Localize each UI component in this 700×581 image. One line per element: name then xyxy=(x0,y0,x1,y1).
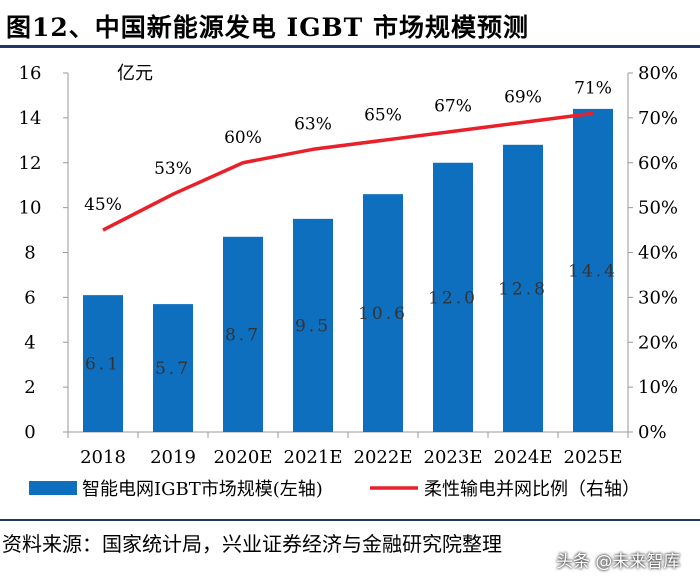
bar-value-label: 14.4 xyxy=(568,261,618,281)
x-tick-label: 2019 xyxy=(150,447,196,468)
left-tick-label: 14 xyxy=(19,108,42,129)
left-tick-label: 8 xyxy=(24,243,35,264)
watermark: 头条 @未来智库 xyxy=(556,552,681,572)
line-point-label: 45% xyxy=(84,195,122,215)
ratio-line xyxy=(102,111,594,232)
x-tick-label: 2021E xyxy=(284,447,343,468)
legend-bar-label: 智能电网IGBT市场规模(左轴) xyxy=(82,479,323,500)
left-tick-label: 2 xyxy=(24,377,35,398)
x-tick-label: 2025E xyxy=(564,447,623,468)
right-tick-label: 10% xyxy=(638,377,678,398)
bar xyxy=(573,108,613,433)
bar-value-label: 9.5 xyxy=(295,316,331,336)
left-tick-label: 4 xyxy=(24,332,35,353)
right-tick-label: 30% xyxy=(638,287,678,308)
source-divider xyxy=(0,519,700,521)
left-tick-label: 12 xyxy=(19,153,42,174)
bar xyxy=(83,295,123,432)
bar xyxy=(363,194,403,432)
right-tick-label: 20% xyxy=(638,332,678,353)
bar-value-label: 8.7 xyxy=(225,325,261,345)
right-tick-label: 40% xyxy=(638,243,678,264)
legend-line-label: 柔性输电并网比例（右轴） xyxy=(424,479,640,500)
left-tick-label: 10 xyxy=(19,198,42,219)
x-tick-label: 2024E xyxy=(494,447,553,468)
bar xyxy=(223,236,263,432)
right-tick-label: 0% xyxy=(638,422,667,443)
right-tick-label: 50% xyxy=(638,198,678,219)
bar-value-label: 5.7 xyxy=(155,359,191,379)
bar-value-label: 12.8 xyxy=(498,279,548,299)
x-tick-label: 2020E xyxy=(214,447,273,468)
bar xyxy=(503,144,543,433)
x-tick-label: 2018 xyxy=(80,447,126,468)
legend-bar-swatch xyxy=(29,481,77,495)
x-tick-label: 2022E xyxy=(354,447,413,468)
line-point-label: 63% xyxy=(294,114,332,134)
bar-value-label: 12.0 xyxy=(428,288,478,308)
bar xyxy=(293,218,333,432)
right-tick-label: 80% xyxy=(638,63,678,84)
left-tick-label: 16 xyxy=(19,63,42,84)
line-point-label: 67% xyxy=(434,96,472,116)
line-point-label: 60% xyxy=(224,128,262,148)
line-point-label: 69% xyxy=(504,87,542,107)
y-axis-unit: 亿元 xyxy=(117,63,153,84)
left-tick-label: 0 xyxy=(24,422,35,443)
line-point-label: 65% xyxy=(364,105,402,125)
line-point-label: 71% xyxy=(574,78,612,98)
left-tick-label: 6 xyxy=(24,287,35,308)
right-tick-label: 60% xyxy=(638,153,678,174)
chart-title: 图12、中国新能源发电 IGBT 市场规模预测 xyxy=(6,13,529,42)
bar-value-label: 10.6 xyxy=(358,304,408,324)
bar xyxy=(433,162,473,432)
bar xyxy=(153,304,193,432)
right-tick-label: 70% xyxy=(638,108,678,129)
bar-value-label: 6.1 xyxy=(85,355,121,375)
x-tick-label: 2023E xyxy=(424,447,483,468)
title-divider xyxy=(0,45,700,48)
line-point-label: 53% xyxy=(154,159,192,179)
source-note: 资料来源：国家统计局，兴业证券经济与金融研究院整理 xyxy=(2,532,502,556)
